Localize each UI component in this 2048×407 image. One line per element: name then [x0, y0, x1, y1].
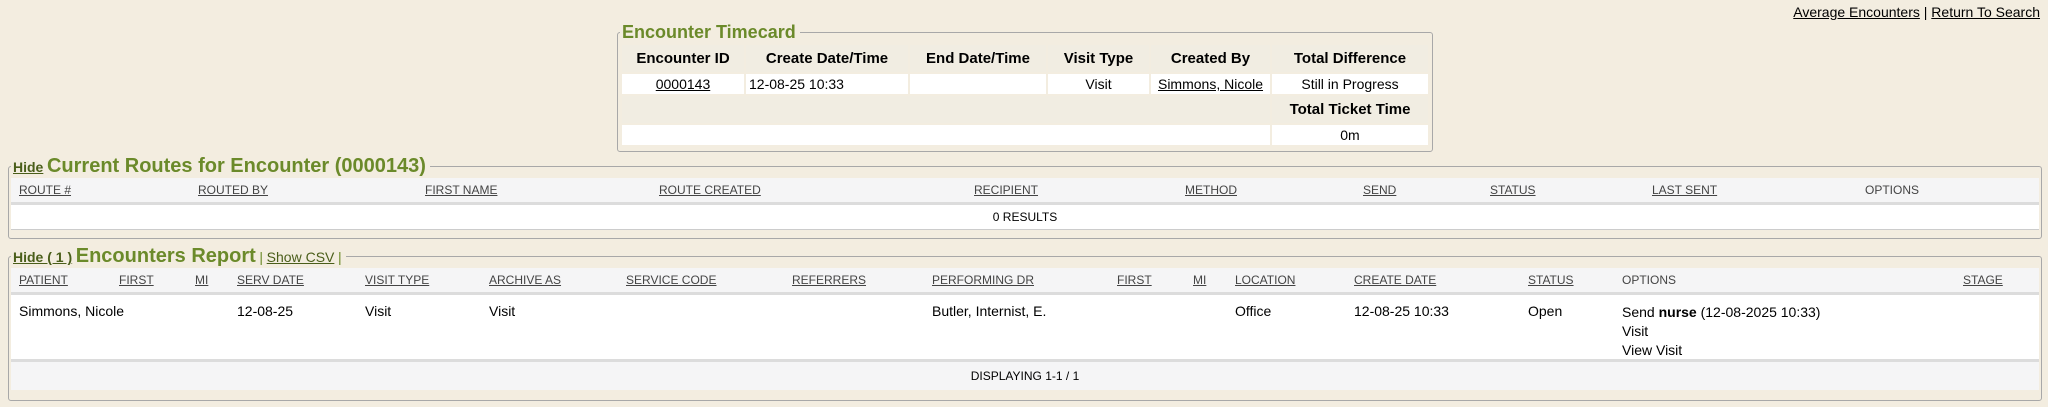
visit-type: Visit [1048, 74, 1149, 94]
create-date: 12-08-25 10:33 [1354, 303, 1449, 319]
timecard-title: Encounter Timecard [622, 22, 796, 42]
col-create: Create Date/Time [746, 45, 908, 72]
status: Open [1528, 303, 1563, 319]
sort-dr-mi[interactable]: MI [1193, 273, 1207, 287]
patient: Simmons, Nicole [19, 303, 125, 319]
archive-as: Visit [489, 303, 516, 319]
show-csv-link[interactable]: Show CSV [266, 249, 335, 265]
sort-patient[interactable]: PATIENT [19, 273, 68, 287]
sort-referrers[interactable]: REFERRERS [792, 273, 867, 287]
col-visit-type: Visit Type [1048, 45, 1149, 72]
sort-location[interactable]: LOCATION [1235, 273, 1296, 287]
sort-status[interactable]: STATUS [1490, 183, 1536, 197]
send-nurse-option[interactable]: Send nurse (12-08-2025 10:33) [1622, 304, 1821, 320]
sort-stage[interactable]: STAGE [1963, 273, 2003, 287]
sort-visit-type[interactable]: VISIT TYPE [365, 273, 430, 287]
separator: | [1923, 4, 1928, 20]
sort-routed-by[interactable]: ROUTED BY [198, 183, 269, 197]
options-header: OPTIONS [1622, 273, 1677, 287]
routes-header: ROUTE # ROUTED BY FIRST NAME ROUTE CREAT… [11, 178, 2039, 205]
sort-dr-first[interactable]: FIRST [1117, 273, 1152, 287]
sort-mi[interactable]: MI [195, 273, 209, 287]
total-ticket-value: 0m [1272, 125, 1428, 145]
sort-create-date[interactable]: CREATE DATE [1354, 273, 1437, 287]
view-visit-option[interactable]: View Visit [1622, 342, 1683, 358]
visit-type: Visit [365, 303, 392, 319]
visit-option[interactable]: Visit [1622, 323, 1649, 339]
location: Office [1235, 303, 1272, 319]
end-date [910, 74, 1046, 94]
table-row: Simmons, Nicole 12-08-25 Visit Visit But… [11, 295, 2039, 362]
total-ticket-label: Total Ticket Time [1272, 96, 1428, 123]
options-header: OPTIONS [1865, 183, 1920, 197]
hide-encounters-link[interactable]: Hide ( 1 ) [13, 249, 73, 265]
col-end: End Date/Time [910, 45, 1046, 72]
encounters-title: Encounters Report [75, 245, 256, 267]
encounter-timecard: Encounter Timecard Encounter ID Create D… [617, 22, 1433, 152]
sort-service-code[interactable]: SERVICE CODE [626, 273, 717, 287]
sort-first-name[interactable]: FIRST NAME [425, 183, 498, 197]
sort-recipient[interactable]: RECIPIENT [974, 183, 1039, 197]
encounters-footer: DISPLAYING 1-1 / 1 [11, 362, 2039, 390]
created-by-link[interactable]: Simmons, Nicole [1157, 76, 1264, 92]
sort-route-created[interactable]: ROUTE CREATED [659, 183, 761, 197]
col-created-by: Created By [1151, 45, 1270, 72]
routes-results: 0 RESULTS [11, 205, 2039, 230]
serv-date: 12-08-25 [237, 303, 294, 319]
sort-archive-as[interactable]: ARCHIVE AS [489, 273, 562, 287]
sort-last-sent[interactable]: LAST SENT [1652, 183, 1718, 197]
create-date: 12-08-25 10:33 [746, 74, 908, 94]
options: Send nurse (12-08-2025 10:33) Visit View… [1614, 303, 1955, 360]
average-encounters-link[interactable]: Average Encounters [1793, 4, 1920, 20]
return-to-search-link[interactable]: Return To Search [1931, 4, 2040, 20]
encounters-header: PATIENT FIRST MI SERV DATE VISIT TYPE AR… [11, 268, 2039, 295]
top-links: Average Encounters | Return To Search [1793, 4, 2040, 20]
sort-first[interactable]: FIRST [119, 273, 154, 287]
encounters-report-section: Hide ( 1 ) Encounters Report | Show CSV … [8, 245, 2042, 401]
sort-performing-dr[interactable]: PERFORMING DR [932, 273, 1034, 287]
current-routes-section: Hide Current Routes for Encounter (00001… [8, 155, 2042, 239]
sort-method[interactable]: METHOD [1185, 183, 1237, 197]
sort-send[interactable]: SEND [1363, 183, 1397, 197]
sort-route-number[interactable]: ROUTE # [19, 183, 72, 197]
performing-dr: Butler, Internist, E. [932, 303, 1047, 319]
col-total-difference: Total Difference [1272, 45, 1428, 72]
sort-serv-date[interactable]: SERV DATE [237, 273, 304, 287]
col-encounter-id: Encounter ID [622, 45, 744, 72]
total-difference: Still in Progress [1272, 74, 1428, 94]
timecard-row: 0000143 12-08-25 10:33 Visit Simmons, Ni… [622, 74, 1428, 94]
hide-routes-link[interactable]: Hide [13, 159, 44, 175]
sort-status[interactable]: STATUS [1528, 273, 1574, 287]
encounter-id-link[interactable]: 0000143 [655, 76, 711, 92]
timecard-table: Encounter ID Create Date/Time End Date/T… [620, 43, 1430, 147]
routes-title: Current Routes for Encounter (0000143) [46, 155, 426, 177]
